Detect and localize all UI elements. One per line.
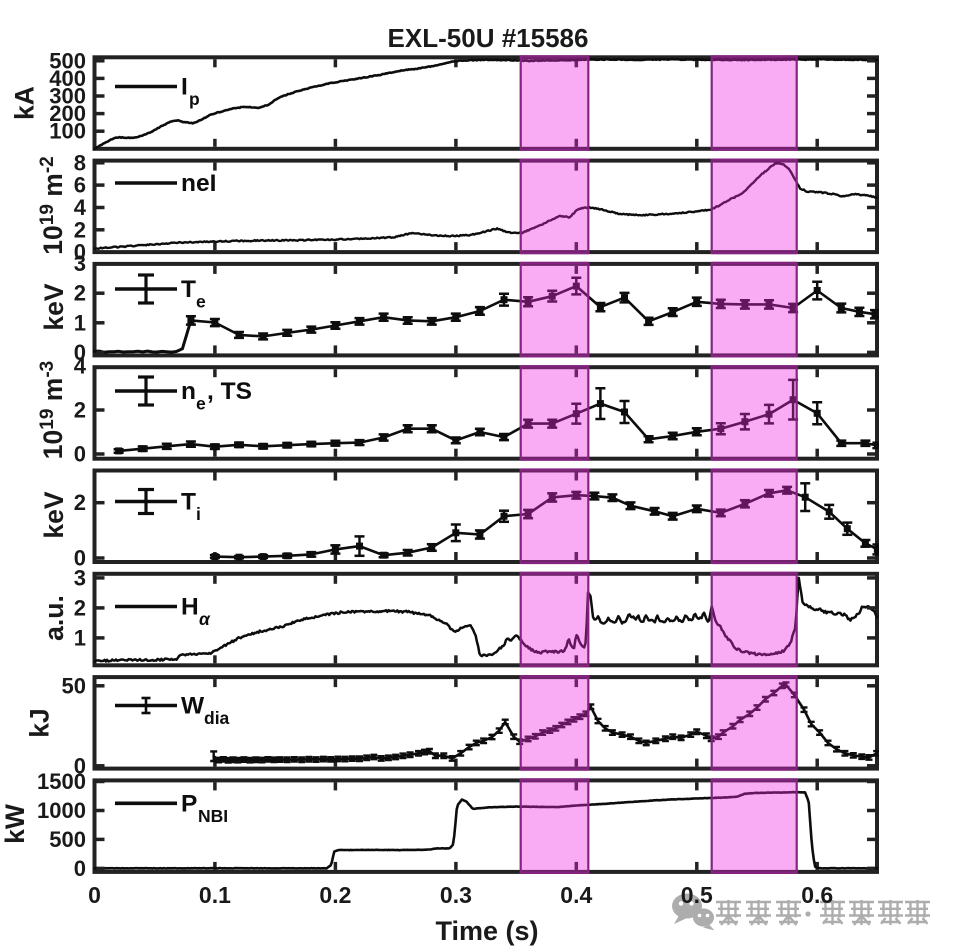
svg-text:1000: 1000 xyxy=(37,798,86,823)
svg-text:I: I xyxy=(181,74,188,101)
svg-text:T: T xyxy=(181,489,196,516)
svg-text:p: p xyxy=(189,89,200,109)
svg-text:0: 0 xyxy=(74,753,86,778)
svg-text:H: H xyxy=(181,594,199,621)
svg-text:Time (s): Time (s) xyxy=(435,916,538,946)
svg-text:n: n xyxy=(181,378,196,405)
svg-text:3: 3 xyxy=(74,251,86,276)
svg-text:0.3: 0.3 xyxy=(440,882,472,908)
svg-text:0.5: 0.5 xyxy=(681,882,713,908)
svg-text:0: 0 xyxy=(88,882,101,908)
svg-text:2: 2 xyxy=(74,217,86,242)
svg-text:dia: dia xyxy=(204,708,230,728)
svg-text:500: 500 xyxy=(49,827,86,852)
svg-text:α: α xyxy=(199,609,211,629)
svg-text:0: 0 xyxy=(74,240,86,265)
svg-text:kW: kW xyxy=(0,804,30,844)
svg-text:0: 0 xyxy=(74,856,86,881)
svg-text:500: 500 xyxy=(49,48,86,73)
svg-text:4: 4 xyxy=(74,195,87,220)
svg-text:50: 50 xyxy=(62,673,86,698)
svg-text:300: 300 xyxy=(49,84,86,109)
svg-text:P: P xyxy=(181,790,197,817)
svg-text:T: T xyxy=(181,276,196,303)
svg-text:kJ: kJ xyxy=(25,708,55,737)
svg-text:0: 0 xyxy=(74,546,86,571)
svg-text:1: 1 xyxy=(74,310,86,335)
svg-text:0: 0 xyxy=(74,340,86,365)
svg-text:0.4: 0.4 xyxy=(560,882,592,908)
svg-text:i: i xyxy=(196,504,201,524)
svg-text:EXL-50U #15586: EXL-50U #15586 xyxy=(388,23,589,53)
svg-text:keV: keV xyxy=(39,283,69,330)
svg-text:a.u.: a.u. xyxy=(39,595,69,641)
svg-text:0: 0 xyxy=(74,442,86,467)
svg-text:200: 200 xyxy=(49,101,86,126)
svg-text:, TS: , TS xyxy=(207,378,252,405)
svg-text:2: 2 xyxy=(74,281,86,306)
svg-text:kA: kA xyxy=(10,86,40,120)
svg-text:NBI: NBI xyxy=(198,806,228,826)
svg-text:2: 2 xyxy=(74,595,86,620)
svg-text:keV: keV xyxy=(39,491,69,538)
svg-text:W: W xyxy=(181,693,205,720)
svg-text:3: 3 xyxy=(74,565,86,590)
svg-text:4: 4 xyxy=(74,354,87,379)
svg-text:1500: 1500 xyxy=(37,769,86,794)
svg-text:2: 2 xyxy=(74,398,86,423)
svg-text:0.2: 0.2 xyxy=(319,882,351,908)
svg-text:0.6: 0.6 xyxy=(801,882,833,908)
svg-text:neI: neI xyxy=(181,170,216,197)
svg-text:2: 2 xyxy=(74,490,86,515)
svg-text:6: 6 xyxy=(74,173,86,198)
svg-text:100: 100 xyxy=(49,119,86,144)
svg-text:e: e xyxy=(196,292,206,312)
svg-text:400: 400 xyxy=(49,66,86,91)
svg-text:8: 8 xyxy=(74,150,86,175)
svg-text:e: e xyxy=(196,394,206,414)
svg-text:1: 1 xyxy=(74,625,86,650)
svg-text:0.1: 0.1 xyxy=(199,882,231,908)
